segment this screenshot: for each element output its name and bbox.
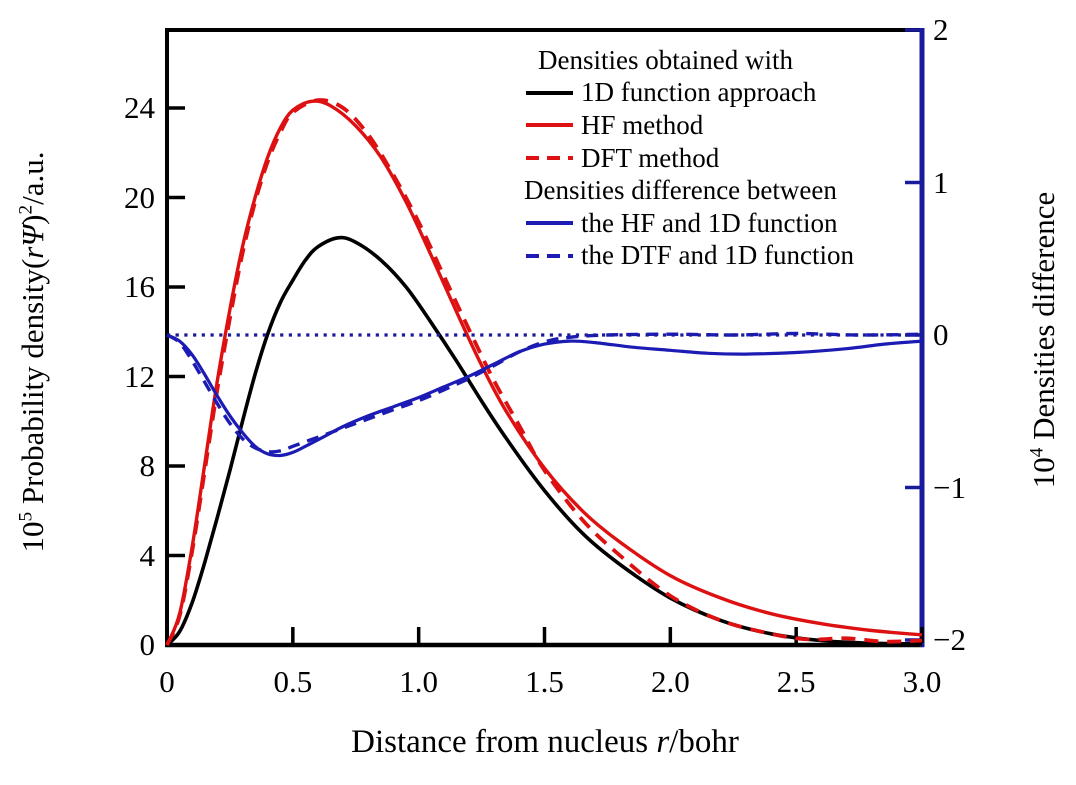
left-tick-label: 20 [124,179,155,215]
right-tick-label: 2 [933,12,949,47]
legend-item-label: the HF and 1D function [581,207,838,238]
legend-item-label: the DTF and 1D function [581,240,854,271]
label-segment: /a.u. [15,151,50,205]
left-tick-label: 8 [139,448,156,483]
right-tick-label: −2 [933,622,966,657]
label-segment: Probability density( [15,258,50,512]
left-tick-label: 24 [124,90,155,125]
legend-header: Densities obtained with [538,44,793,75]
x-tick-label: 1.0 [399,664,439,699]
label-segment: ) [15,214,50,225]
left-tick-label: 16 [124,269,155,304]
series-1d-function-approach [165,235,923,647]
label-segment: 2 [15,204,37,215]
legend-item: DFT method [500,142,854,175]
left-tick-label: 12 [124,358,155,394]
legend-dashed-line-swatch [526,253,573,258]
legend-item-label: DFT method [581,142,720,173]
legend: Densities obtained with 1D function appro… [500,44,854,272]
x-tick-label: 2.5 [776,664,816,699]
label-segment: /bohr [669,724,739,760]
right-axis-title: 104 Densities difference [1026,192,1062,489]
legend-item: the HF and 1D function [500,207,854,240]
legend-item: the DTF and 1D function [500,240,854,273]
x-tick-label: 0 [159,664,175,699]
legend-dashed-line-swatch [526,156,573,161]
x-tick-label: 0.5 [273,664,313,699]
label-segment: r [15,246,50,259]
x-axis-title: Distance from nucleus r/bohr [351,724,739,761]
x-tick-label: 3.0 [902,664,942,699]
label-segment: 4 [1026,447,1048,458]
right-tick-label: 0 [933,317,949,352]
label-segment: 5 [15,511,37,522]
x-tick-label: 1.5 [525,664,564,699]
label-segment: Ψ [15,224,50,247]
left-axis-title: 105 Probability density(rΨ)2/a.u. [15,152,51,553]
label-segment: 10 [1026,457,1061,489]
label-segment: Densities difference [1026,191,1061,448]
legend-solid-line-swatch [526,221,573,226]
right-tick-label: −1 [933,469,966,505]
label-segment: Distance from nucleus [351,724,657,760]
label-segment: r [656,724,670,760]
label-segment: 10 [15,521,50,553]
x-tick-label: 2.0 [650,664,690,699]
legend-item-label: HF method [581,109,704,140]
series-dft-method [165,98,923,646]
legend-solid-line-swatch [526,90,573,95]
left-tick-label: 0 [139,627,156,662]
legend-solid-line-swatch [526,123,573,128]
legend-item: HF method [500,109,854,142]
legend-item: 1D function approach [500,77,854,110]
legend-item-label: 1D function approach [581,77,817,108]
right-tick-label: 1 [933,164,949,200]
left-tick-label: 4 [139,537,156,573]
legend-header: Densities difference between [524,175,837,206]
series-the-hf-and-1d-function [166,333,923,458]
